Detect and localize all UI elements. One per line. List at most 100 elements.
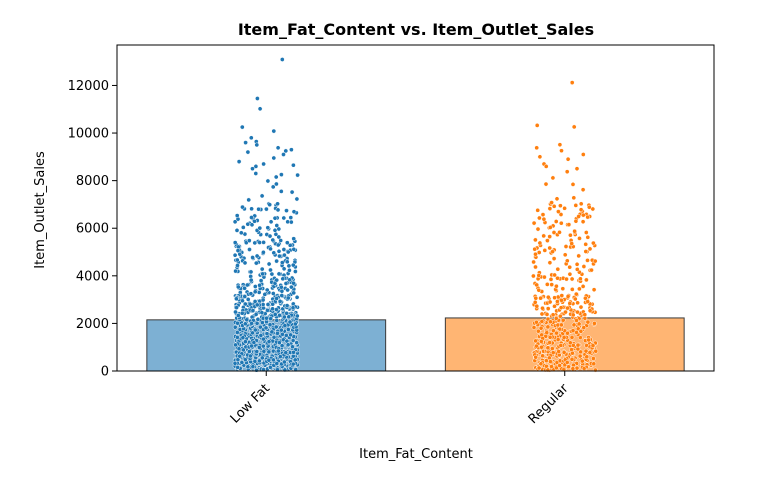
point-regular [558, 305, 564, 311]
point-low-fat [252, 218, 257, 224]
point-regular [559, 297, 564, 303]
point-regular [556, 349, 562, 354]
point-regular [551, 230, 557, 235]
point-regular [574, 166, 580, 172]
point-regular [555, 337, 561, 342]
point-regular [552, 272, 557, 278]
point-low-fat [261, 348, 267, 354]
point-regular [581, 366, 587, 371]
point-regular [569, 276, 575, 282]
point-low-fat [233, 309, 238, 315]
point-regular [593, 348, 599, 354]
point-regular [564, 360, 570, 365]
point-regular [569, 356, 575, 362]
point-low-fat [256, 345, 262, 350]
point-regular [548, 359, 553, 364]
point-regular [566, 222, 572, 227]
point-regular [552, 295, 557, 301]
point-regular [537, 215, 542, 221]
point-regular [584, 354, 590, 360]
point-low-fat [292, 357, 298, 363]
point-low-fat [288, 332, 293, 338]
point-low-fat [239, 360, 245, 365]
point-regular [553, 316, 559, 321]
point-low-fat [274, 181, 279, 187]
point-regular [547, 206, 553, 211]
point-regular [580, 219, 586, 225]
point-regular [541, 233, 547, 239]
point-regular [583, 348, 589, 354]
point-regular [583, 295, 588, 301]
point-low-fat [254, 349, 260, 354]
point-low-fat [257, 282, 262, 288]
point-low-fat [293, 269, 298, 274]
point-regular [585, 319, 591, 325]
chart-title: Item_Fat_Content vs. Item_Outlet_Sales [238, 20, 594, 39]
point-regular [536, 287, 542, 293]
point-low-fat [279, 343, 285, 349]
plot-frame [116, 44, 715, 372]
point-regular [538, 325, 544, 331]
point-low-fat [290, 338, 296, 343]
point-low-fat [234, 228, 240, 233]
point-low-fat [291, 236, 297, 242]
point-low-fat [271, 155, 277, 161]
point-low-fat [287, 242, 293, 248]
point-low-fat [242, 285, 247, 291]
y-tick-label: 6000 [76, 222, 109, 237]
point-low-fat [245, 149, 251, 155]
point-regular [577, 286, 582, 292]
point-low-fat [257, 225, 263, 231]
point-regular [557, 142, 563, 148]
point-regular [589, 267, 594, 273]
point-low-fat [274, 258, 279, 264]
point-regular [591, 240, 596, 246]
point-low-fat [265, 225, 271, 231]
point-regular [564, 276, 569, 282]
point-regular [556, 209, 561, 214]
point-regular [542, 248, 548, 253]
point-regular [585, 258, 590, 263]
point-low-fat [250, 330, 255, 336]
point-low-fat [233, 342, 238, 348]
point-regular [574, 318, 579, 323]
point-low-fat [276, 271, 282, 277]
point-regular [554, 196, 560, 202]
point-regular [573, 291, 579, 297]
point-low-fat [261, 249, 266, 255]
point-regular [536, 365, 542, 371]
point-low-fat [259, 266, 265, 272]
point-low-fat [284, 259, 290, 265]
point-regular [569, 287, 575, 292]
point-low-fat [287, 319, 293, 325]
point-regular [548, 319, 553, 325]
point-regular [583, 249, 589, 254]
point-low-fat [285, 295, 291, 301]
point-low-fat [274, 361, 280, 366]
point-regular [558, 203, 563, 209]
point-regular [551, 328, 556, 334]
x-tick-label: Regular [526, 381, 572, 427]
point-low-fat [261, 336, 266, 342]
point-regular [535, 226, 541, 232]
point-low-fat [258, 333, 264, 338]
point-low-fat [242, 321, 248, 327]
point-low-fat [274, 318, 280, 323]
point-low-fat [291, 280, 296, 286]
point-regular [533, 251, 538, 257]
point-low-fat [254, 253, 260, 259]
point-regular [591, 356, 596, 361]
point-regular [578, 304, 584, 310]
point-low-fat [253, 260, 259, 266]
point-low-fat [290, 344, 295, 350]
points-layer [232, 57, 599, 373]
point-regular [547, 340, 553, 345]
point-low-fat [249, 321, 254, 326]
point-low-fat [282, 323, 288, 329]
point-regular [559, 148, 564, 154]
point-low-fat [248, 277, 254, 283]
point-regular [582, 312, 588, 318]
point-low-fat [248, 291, 254, 297]
point-regular [574, 365, 580, 371]
point-regular [534, 145, 540, 151]
